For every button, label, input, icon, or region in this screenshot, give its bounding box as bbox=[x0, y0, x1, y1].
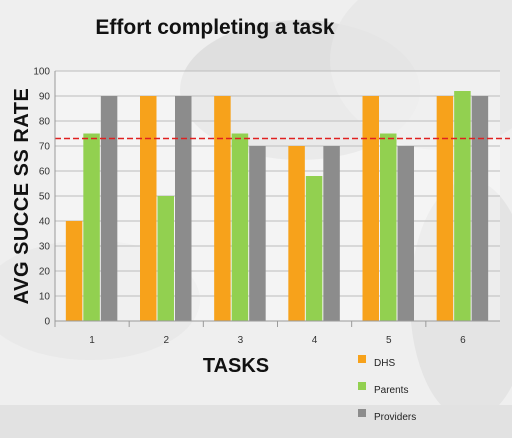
bars bbox=[65, 91, 489, 321]
bar-parents-3 bbox=[231, 133, 249, 321]
x-tick-label: 2 bbox=[163, 335, 169, 346]
y-tick-labels: 0 10 20 30 40 50 60 70 80 90 100 bbox=[33, 67, 50, 328]
bar-providers-4 bbox=[323, 146, 340, 321]
y-tick-label: 50 bbox=[39, 192, 51, 203]
bar-parents-6 bbox=[454, 91, 471, 321]
bar-parents-2 bbox=[157, 196, 174, 321]
bar-providers-6 bbox=[471, 96, 489, 321]
legend-swatch-providers bbox=[358, 409, 366, 417]
x-tick-label: 4 bbox=[312, 335, 318, 346]
y-tick-label: 70 bbox=[39, 142, 51, 153]
x-tick-label: 1 bbox=[89, 335, 95, 346]
x-tick-label: 3 bbox=[238, 335, 244, 346]
legend: DHS Parents Providers bbox=[358, 355, 416, 423]
legend-label-dhs: DHS bbox=[374, 358, 395, 369]
legend-swatch-parents bbox=[358, 382, 366, 390]
y-tick-label: 0 bbox=[44, 317, 50, 328]
y-tick-label: 20 bbox=[39, 267, 51, 278]
bar-dhs-2 bbox=[140, 96, 157, 321]
bar-parents-4 bbox=[305, 176, 323, 321]
axes bbox=[54, 71, 500, 327]
y-tick-label: 100 bbox=[33, 67, 50, 78]
bar-parents-5 bbox=[380, 133, 397, 321]
bar-parents-1 bbox=[83, 133, 100, 321]
y-tick-label: 40 bbox=[39, 217, 51, 228]
bar-providers-3 bbox=[249, 146, 266, 321]
bar-providers-2 bbox=[175, 96, 192, 321]
x-tick-labels: 1 2 3 4 5 6 bbox=[89, 335, 466, 346]
bar-dhs-6 bbox=[436, 96, 454, 321]
y-tick-label: 10 bbox=[39, 292, 51, 303]
y-axis-label: AVG SUCCE SS RATE bbox=[11, 88, 33, 305]
y-tick-label: 80 bbox=[39, 117, 51, 128]
x-tick-label: 6 bbox=[460, 335, 466, 346]
bar-providers-5 bbox=[397, 146, 414, 321]
x-axis-label: TASKS bbox=[203, 355, 269, 377]
legend-label-parents: Parents bbox=[374, 385, 408, 396]
chart-title: Effort completing a task bbox=[95, 16, 335, 39]
x-tick-label: 5 bbox=[386, 335, 392, 346]
bar-dhs-3 bbox=[214, 96, 231, 321]
bar-dhs-5 bbox=[362, 96, 379, 321]
y-tick-label: 30 bbox=[39, 242, 51, 253]
bar-dhs-1 bbox=[65, 221, 83, 321]
y-tick-label: 90 bbox=[39, 92, 51, 103]
y-tick-label: 60 bbox=[39, 167, 51, 178]
bar-providers-1 bbox=[100, 96, 118, 321]
legend-label-providers: Providers bbox=[374, 412, 416, 423]
legend-swatch-dhs bbox=[358, 355, 366, 363]
bar-dhs-4 bbox=[288, 146, 305, 321]
